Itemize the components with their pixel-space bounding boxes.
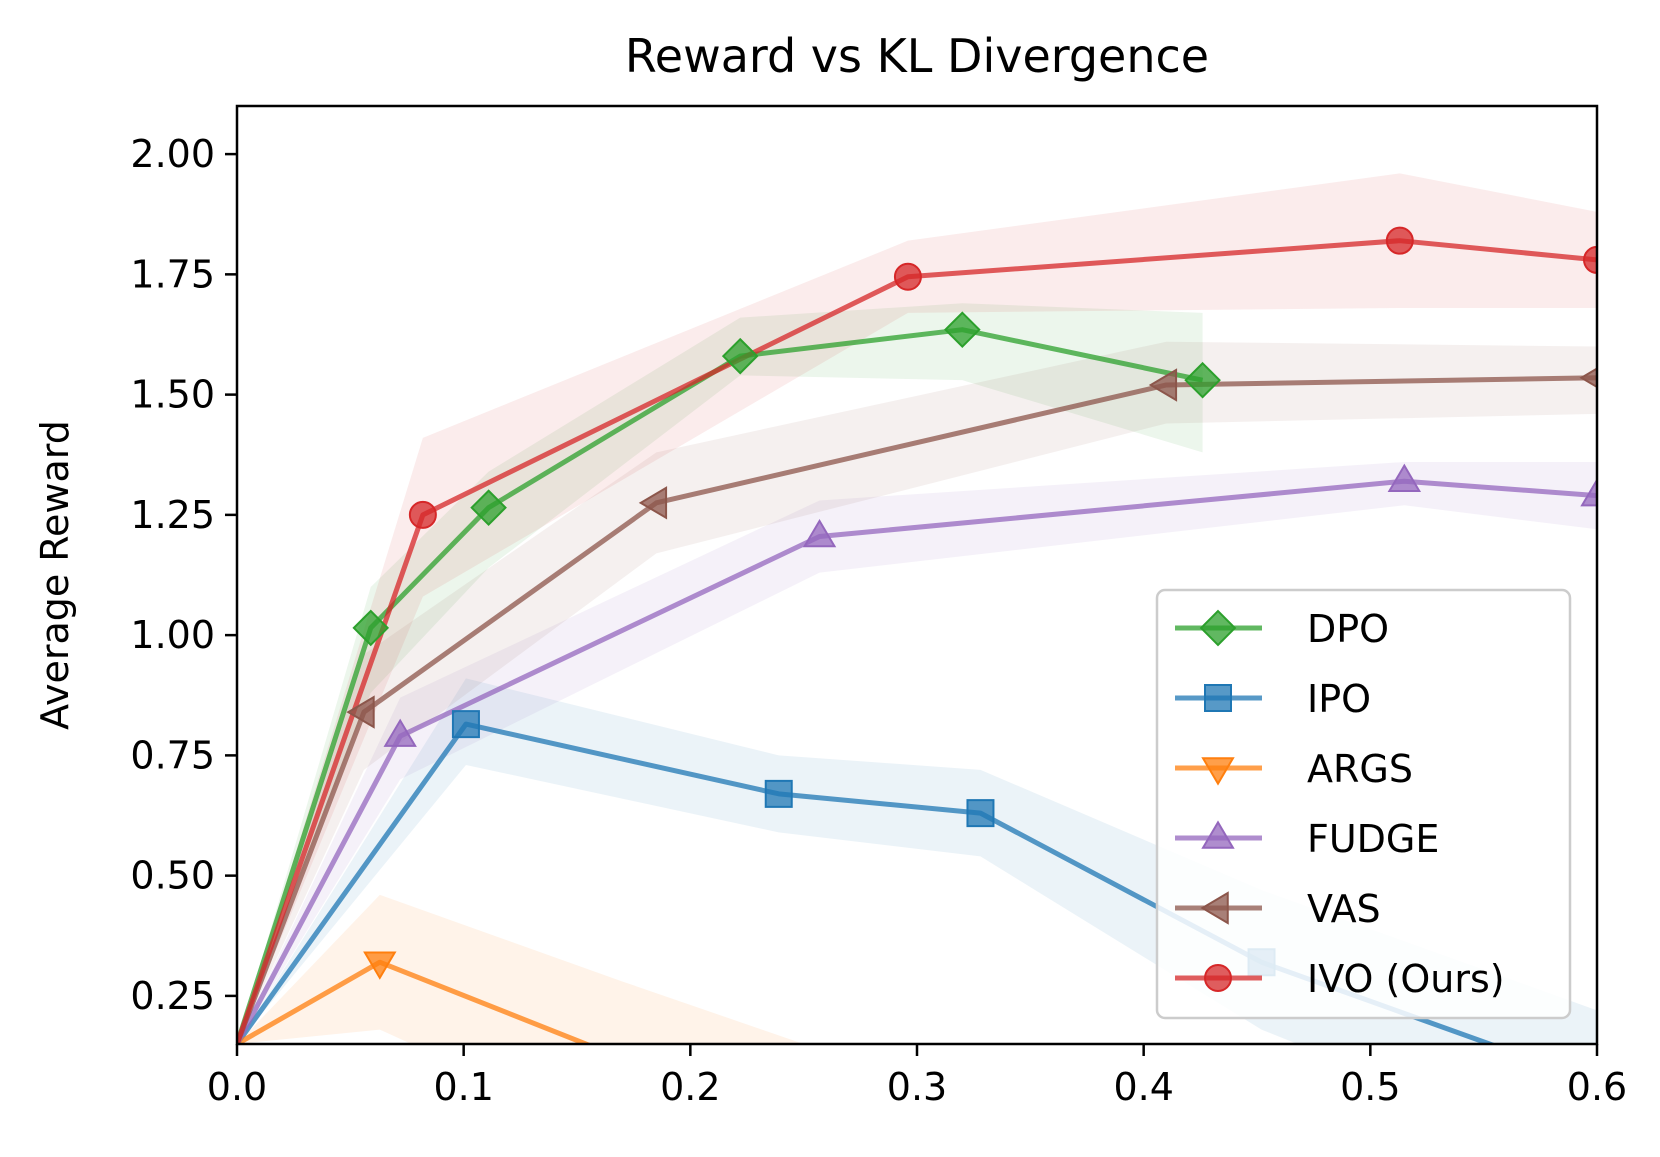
x-tick-label: 0.3 <box>887 1065 947 1109</box>
legend-marker-fudge <box>1201 820 1235 849</box>
point-ipo <box>451 710 480 739</box>
point-args <box>607 1049 637 1074</box>
y-axis-ticks: 0.25 0.50 0.75 1.00 1.25 1.50 1.75 2.00 <box>130 132 237 1018</box>
y-tick-label: 0.25 <box>130 974 215 1018</box>
legend-label-dpo: DPO <box>1307 607 1389 651</box>
point-dpo <box>721 337 759 375</box>
x-tick-label: 0.4 <box>1113 1065 1173 1109</box>
band-vas <box>237 341 1597 1044</box>
legend-label-vas: VAS <box>1307 887 1381 931</box>
x-tick-label: 0.1 <box>433 1065 493 1109</box>
line-dpo <box>237 327 1204 1044</box>
point-dpo <box>352 609 390 647</box>
legend-label-fudge: FUDGE <box>1307 817 1439 861</box>
legend-marker-vas <box>1200 891 1229 925</box>
point-ivo-ours <box>408 500 437 529</box>
point-fudge <box>802 518 837 548</box>
point-dpo <box>470 489 507 526</box>
point-args <box>789 1106 819 1131</box>
legend-marker-ipo <box>1204 684 1232 712</box>
point-ivo-ours <box>893 262 922 291</box>
legend-label-ipo: IPO <box>1307 677 1371 721</box>
x-tick-label: 0.2 <box>660 1065 720 1109</box>
y-axis-label: Average Reward <box>33 420 77 730</box>
point-vas <box>1579 367 1597 389</box>
legend-marker-dpo <box>1199 609 1237 647</box>
y-tick-label: 1.00 <box>130 613 215 657</box>
line-args <box>237 959 593 1044</box>
series-markers <box>346 226 1597 1131</box>
point-dpo <box>1184 361 1221 399</box>
point-ivo-ours <box>1385 226 1414 255</box>
x-axis-ticks: 0.0 0.1 0.2 0.3 0.4 0.5 0.6 <box>207 1044 1627 1109</box>
y-tick-label: 1.25 <box>130 493 215 537</box>
point-args <box>363 951 397 980</box>
point-fudge <box>1580 478 1597 507</box>
legend-marker-args <box>1201 757 1235 786</box>
legend: DPO IPO ARGS FUDGE VAS IVO (Ours) <box>1155 588 1572 1020</box>
x-tick-label: 0.6 <box>1567 1065 1627 1109</box>
y-tick-label: 2.00 <box>130 132 215 176</box>
chart-title: Reward vs KL Divergence <box>625 29 1209 83</box>
point-ipo <box>966 799 995 828</box>
legend-label-ivo-ours: IVO (Ours) <box>1307 957 1505 1001</box>
legend-label-args: ARGS <box>1307 747 1413 791</box>
y-tick-label: 1.50 <box>130 373 215 417</box>
point-ipo <box>764 779 793 808</box>
x-tick-label: 0.0 <box>207 1065 267 1109</box>
point-vas <box>346 695 375 729</box>
y-tick-label: 0.50 <box>130 854 215 898</box>
point-vas <box>638 486 668 520</box>
x-tick-label: 0.5 <box>1340 1065 1400 1109</box>
point-ivo-ours <box>1582 245 1597 274</box>
band-args <box>237 894 804 1044</box>
y-tick-label: 0.75 <box>130 733 215 777</box>
legend-box <box>1155 588 1572 1020</box>
legend-marker-ivo-ours <box>1203 964 1233 992</box>
point-dpo <box>944 311 981 348</box>
point-fudge <box>383 718 417 747</box>
point-vas <box>1148 368 1178 402</box>
y-tick-label: 1.75 <box>130 252 215 296</box>
band-ivo-ours <box>237 173 1597 1044</box>
point-fudge <box>1387 463 1422 492</box>
